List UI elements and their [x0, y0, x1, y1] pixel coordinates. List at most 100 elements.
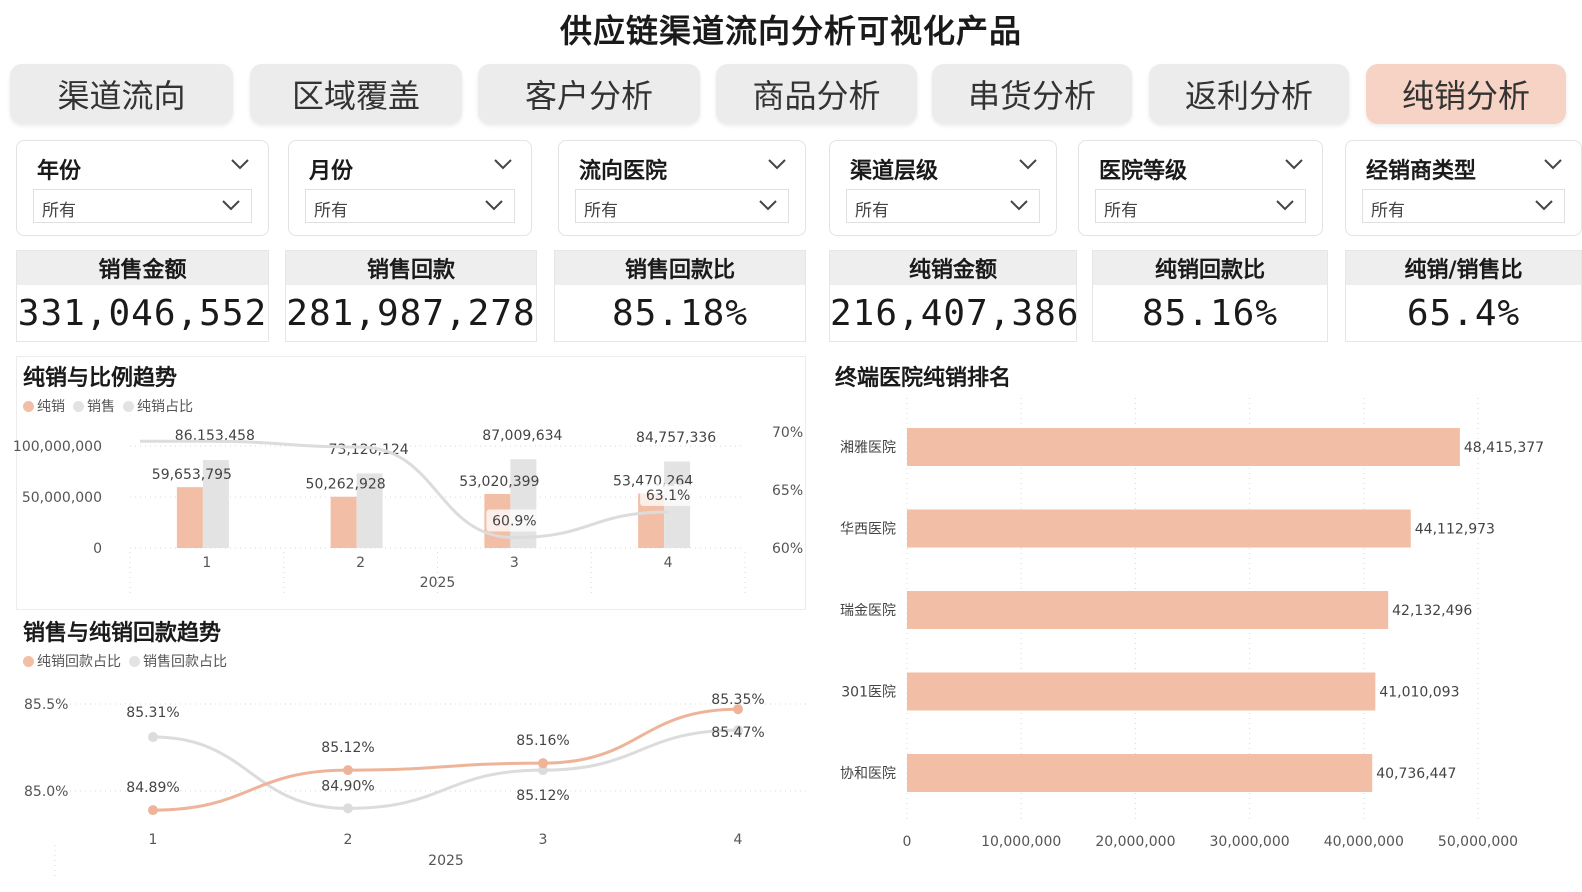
category-label: 湘雅医院 [840, 440, 896, 456]
kpi-value: 85.18% [611, 293, 749, 334]
bar-net-sales [176, 487, 203, 548]
data-label-sales: 84,757,336 [636, 430, 716, 446]
tab-customer-analysis[interactable]: 客户分析 [478, 64, 700, 124]
data-label-ratio: 63.1% [646, 488, 690, 504]
filter-value: 所有 [1371, 201, 1405, 221]
filter-label: 年份 [37, 159, 82, 184]
x-tick-label: 0 [903, 834, 912, 850]
bar-hospital [907, 428, 1460, 466]
data-label: 85.31% [126, 705, 179, 721]
data-label: 41,010,093 [1379, 685, 1459, 701]
legend-label: 纯销回款占比 [37, 654, 121, 670]
chevron-down-icon [485, 200, 503, 211]
x-tick-label: 1 [202, 555, 211, 571]
filter-dropdown[interactable]: 所有 [305, 189, 515, 223]
legend-item[interactable]: 销售 [73, 396, 115, 416]
category-label: 华西医院 [840, 522, 896, 538]
legend-item[interactable]: 销售回款占比 [129, 651, 227, 671]
data-label: 44,112,973 [1415, 522, 1495, 538]
chart-title: 终端医院纯销排名 [835, 366, 1012, 391]
kpi-card-net-to-sales-ratio: 纯销/销售比 65.4% [1345, 250, 1582, 342]
x-tick-label: 2 [344, 832, 353, 848]
x-tick-label: 3 [510, 555, 519, 571]
kpi-value: 331,046,552 [17, 293, 268, 334]
filter-dropdown[interactable]: 所有 [846, 189, 1040, 223]
chart-title: 纯销与比例趋势 [23, 366, 178, 391]
legend-label: 销售回款占比 [143, 654, 227, 670]
ratio-line [140, 439, 669, 540]
tab-label: 返利分析 [1184, 77, 1313, 115]
net-collection-line [152, 707, 739, 812]
kpi-label: 纯销/销售比 [1346, 251, 1581, 285]
data-label: 85.47% [711, 725, 764, 741]
data-label: 85.12% [321, 740, 374, 756]
bar-hospital [907, 754, 1373, 792]
x-tick-label: 3 [539, 832, 548, 848]
tab-cross-selling-analysis[interactable]: 串货分析 [932, 64, 1132, 124]
data-point [148, 732, 158, 743]
legend-item[interactable]: 纯销回款占比 [23, 651, 121, 671]
kpi-value: 216,407,386 [830, 293, 1080, 334]
legend-item[interactable]: 纯销占比 [123, 396, 193, 416]
tab-label: 商品分析 [752, 77, 881, 115]
data-label-sales: 87,009,634 [482, 428, 562, 444]
chevron-down-icon [1010, 200, 1028, 211]
chevron-down-icon[interactable] [230, 157, 250, 171]
chevron-down-icon[interactable] [1543, 157, 1563, 171]
legend-swatch [23, 655, 34, 667]
chevron-down-icon[interactable] [767, 157, 787, 171]
tab-label: 纯销分析 [1401, 77, 1530, 115]
legend-swatch [123, 400, 134, 412]
bar-hospital [907, 509, 1411, 548]
data-point [538, 758, 548, 769]
bar-sales [510, 459, 537, 548]
chevron-down-icon[interactable] [1018, 157, 1038, 171]
filter-dropdown[interactable]: 所有 [33, 189, 252, 223]
kpi-label: 纯销金额 [830, 251, 1076, 285]
y-tick-label: 85.0% [24, 784, 68, 800]
data-label-bg [486, 509, 543, 532]
bar-sales [356, 473, 383, 548]
kpi-card-sales-collection-ratio: 销售回款比 85.18% [554, 250, 806, 342]
y2-tick-label: 60% [772, 541, 803, 557]
kpi-card-sales-collection: 销售回款 281,987,278 [285, 250, 537, 342]
data-label: 42,132,496 [1392, 603, 1472, 619]
chevron-down-icon[interactable] [1284, 157, 1304, 171]
filter-month: 月份 所有 [288, 140, 532, 236]
tab-rebate-analysis[interactable]: 返利分析 [1149, 64, 1349, 124]
bar-hospital [907, 591, 1389, 629]
sales-collection-line [152, 728, 739, 810]
data-label: 84.90% [321, 778, 374, 794]
data-label-net-sales: 50,262,928 [306, 477, 386, 493]
filter-value: 所有 [855, 201, 889, 221]
x-tick-label: 50,000,000 [1438, 834, 1518, 850]
chart-title: 销售与纯销回款趋势 [23, 621, 222, 646]
x-tick-label: 4 [734, 832, 743, 848]
tab-net-sales-analysis[interactable]: 纯销分析 [1366, 64, 1566, 124]
filter-label: 医院等级 [1099, 159, 1188, 184]
chevron-down-icon[interactable] [493, 157, 513, 171]
kpi-card-sales-amount: 销售金额 331,046,552 [16, 250, 269, 342]
category-label: 301医院 [841, 685, 896, 701]
x-group-label: 2025 [428, 853, 464, 869]
tab-product-analysis[interactable]: 商品分析 [716, 64, 917, 124]
legend-swatch [73, 400, 84, 412]
legend-label: 纯销占比 [137, 399, 193, 415]
kpi-value: 85.16% [1141, 293, 1279, 334]
legend-item[interactable]: 纯销 [23, 396, 65, 416]
filter-value: 所有 [42, 201, 76, 221]
data-label: 48,415,377 [1464, 440, 1544, 456]
x-tick-label: 40,000,000 [1324, 834, 1404, 850]
filter-dropdown[interactable]: 所有 [1362, 189, 1565, 223]
legend-label: 销售 [87, 399, 115, 415]
filter-dropdown[interactable]: 所有 [575, 189, 789, 223]
filter-dropdown[interactable]: 所有 [1095, 189, 1306, 223]
tab-channel-flow[interactable]: 渠道流向 [10, 64, 233, 124]
bar-net-sales [330, 496, 357, 548]
category-label: 瑞金医院 [840, 603, 896, 619]
filter-value: 所有 [584, 201, 618, 221]
tab-region-coverage[interactable]: 区域覆盖 [250, 64, 462, 124]
